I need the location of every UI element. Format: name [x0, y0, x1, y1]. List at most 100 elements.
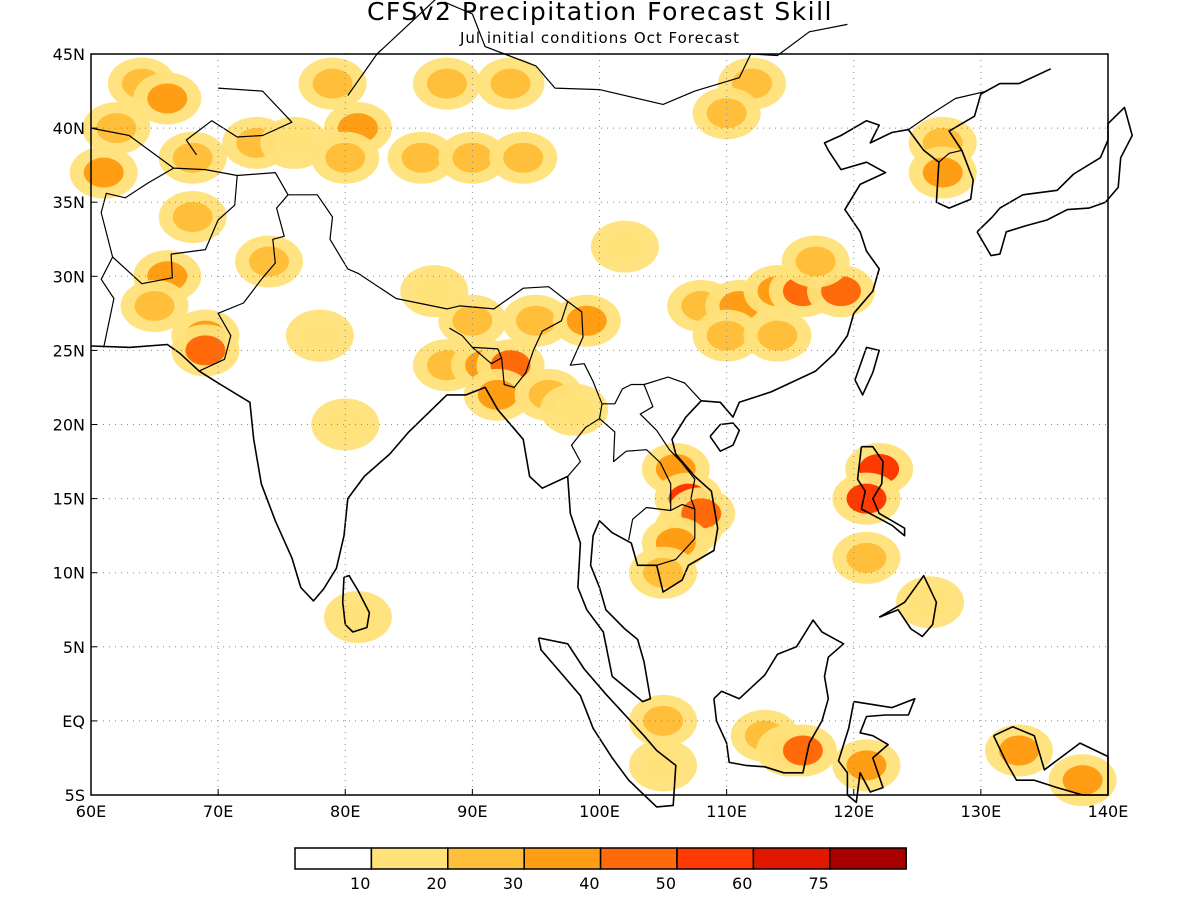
- skill-cell-6: [274, 127, 315, 158]
- coastline-6: [854, 346, 880, 396]
- legend-swatch-5: [676, 847, 755, 870]
- skill-cell-13: [490, 68, 531, 99]
- border-line-9: [639, 384, 696, 510]
- y-tick-label: EQ: [62, 712, 85, 731]
- skill-cell-53: [846, 483, 887, 514]
- skill-cell-45: [922, 157, 963, 188]
- map-subtitle: Jul initial conditions Oct Forecast: [459, 29, 740, 47]
- x-tick-label: 100E: [579, 802, 620, 821]
- skill-cell-9: [325, 142, 366, 173]
- x-tick-label: 140E: [1088, 802, 1129, 821]
- legend-swatch-1: [370, 847, 449, 870]
- skill-field-layer: [69, 57, 1117, 807]
- skill-cell-33: [554, 394, 595, 425]
- y-tick-label: 10N: [53, 564, 85, 583]
- skill-cell-7: [312, 68, 353, 99]
- skill-cell-63: [999, 735, 1040, 766]
- skill-cell-27: [566, 305, 607, 336]
- longitude-axis: 60E 70E 80E 90E 100E 110E 120E 130E 140E: [76, 789, 1129, 821]
- legend-label-0: 10: [350, 874, 370, 893]
- skill-cell-41: [795, 246, 836, 277]
- border-line-11: [908, 90, 988, 131]
- skill-cell-26: [515, 305, 556, 336]
- border-line-0: [90, 127, 569, 388]
- legend-swatch-4: [599, 847, 678, 870]
- y-tick-label: 25N: [53, 341, 85, 360]
- y-tick-label: 5S: [65, 786, 85, 805]
- y-tick-label: 5N: [63, 638, 85, 657]
- legend-swatch-6: [752, 847, 831, 870]
- skill-cell-11: [452, 142, 493, 173]
- coastline-4: [837, 697, 916, 804]
- skill-cell-16: [706, 98, 747, 129]
- skill-cell-14: [426, 68, 467, 99]
- coastline-3: [713, 619, 845, 774]
- legend-label-2: 30: [503, 874, 523, 893]
- border-line-2: [112, 175, 238, 285]
- y-tick-label: 35N: [53, 193, 85, 212]
- skill-cell-12: [503, 142, 544, 173]
- coastline-layer: [90, 0, 1133, 808]
- legend-label-5: 60: [732, 874, 752, 893]
- legend-swatch-3: [523, 847, 602, 870]
- x-tick-label: 60E: [76, 802, 106, 821]
- y-tick-label: 40N: [53, 119, 85, 138]
- skill-cell-61: [782, 735, 823, 766]
- latitude-axis: 5S EQ 5N 10N 15N 20N 25N 30N 35N 40N 45N: [53, 45, 97, 805]
- legend-label-4: 50: [656, 874, 676, 893]
- y-tick-label: 20N: [53, 416, 85, 435]
- skill-cell-24: [414, 276, 455, 307]
- skill-cell-43: [757, 320, 798, 351]
- y-tick-label: 15N: [53, 490, 85, 509]
- coastline-2: [537, 637, 677, 808]
- border-line-4: [185, 87, 293, 156]
- legend-swatch-2: [447, 847, 525, 870]
- skill-cell-4: [172, 142, 213, 173]
- skill-cell-57: [643, 705, 684, 736]
- skill-cell-58: [643, 750, 684, 781]
- skill-cell-18: [134, 290, 175, 321]
- skill-cell-25: [452, 305, 493, 336]
- skill-cell-35: [604, 231, 645, 262]
- legend-label-3: 40: [579, 874, 599, 893]
- skill-cell-55: [910, 587, 951, 618]
- border-line-12: [938, 149, 962, 163]
- y-tick-label: 30N: [53, 267, 85, 286]
- x-tick-label: 80E: [330, 802, 360, 821]
- skill-cell-22: [248, 246, 289, 277]
- border-line-8: [598, 403, 696, 566]
- legend-swatch-0: [294, 847, 373, 870]
- skill-cell-62: [846, 750, 887, 781]
- skill-cell-1: [147, 83, 188, 114]
- map-title: CFSv2 Precipitation Forecast Skill: [367, 0, 833, 26]
- x-tick-label: 130E: [961, 802, 1002, 821]
- color-legend: 10 20 30 40 50 60 75: [294, 847, 907, 893]
- border-line-1: [100, 167, 174, 348]
- legend-label-1: 20: [426, 874, 446, 893]
- x-tick-label: 120E: [833, 802, 874, 821]
- skill-cell-64: [1062, 765, 1103, 796]
- coastline-0: [90, 68, 1052, 703]
- legend-label-6: 75: [808, 874, 828, 893]
- x-tick-label: 110E: [706, 802, 747, 821]
- skill-cell-2: [96, 113, 137, 144]
- border-line-3: [198, 194, 289, 372]
- border-line-10: [628, 506, 671, 541]
- coastline-8: [878, 574, 938, 638]
- border-line-13: [567, 418, 600, 477]
- x-tick-label: 90E: [457, 802, 487, 821]
- y-tick-label: 45N: [53, 45, 85, 64]
- skill-cell-23: [299, 320, 340, 351]
- skill-cell-21: [172, 202, 213, 233]
- legend-swatch-7: [829, 847, 907, 870]
- border-line-14: [472, 346, 503, 359]
- skill-cell-10: [401, 142, 442, 173]
- skill-cell-34: [325, 409, 366, 440]
- skill-cell-54: [846, 542, 887, 573]
- coastline-1: [341, 574, 371, 633]
- skill-cell-42: [706, 320, 747, 351]
- border-line-7: [567, 301, 702, 405]
- border-line-6: [444, 1, 848, 105]
- skill-cell-31: [477, 379, 518, 410]
